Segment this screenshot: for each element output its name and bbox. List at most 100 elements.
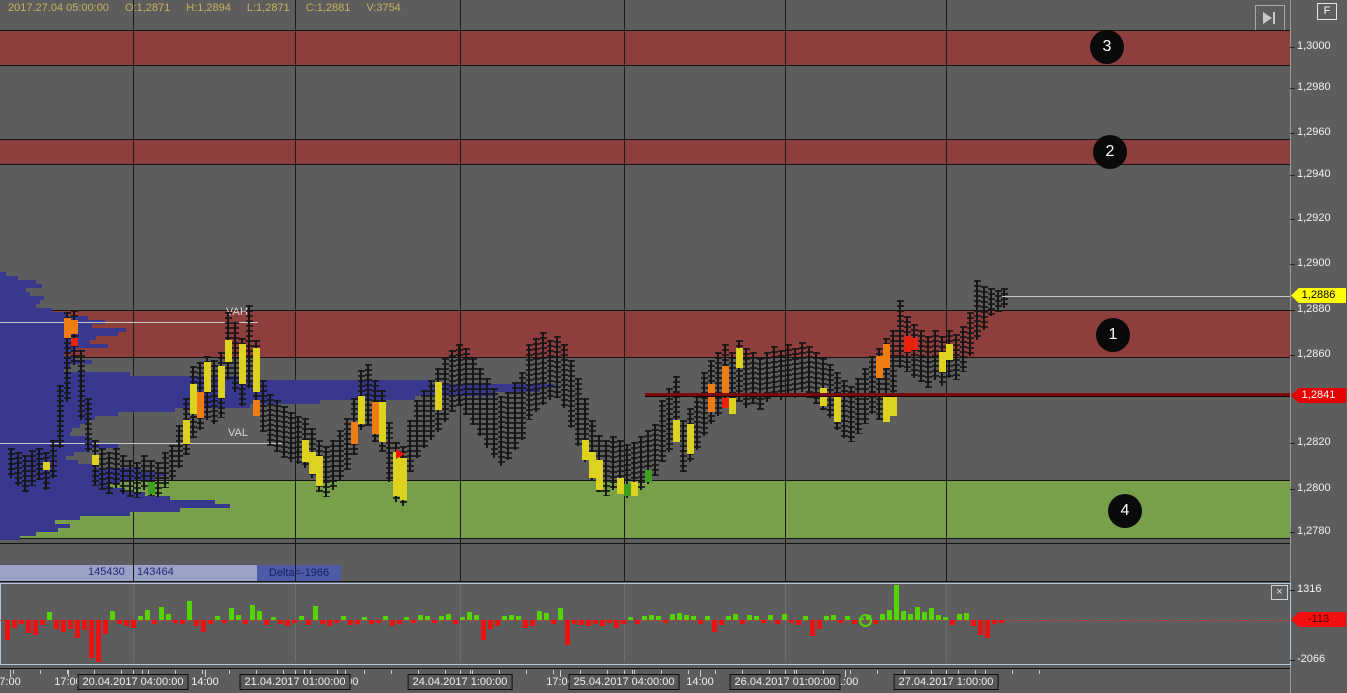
price-bar [715, 352, 722, 416]
price-bar [743, 348, 750, 408]
price-bar-spine [115, 448, 117, 488]
time-axis-major-tick [975, 670, 976, 677]
delta-bar [278, 620, 283, 624]
price-bar [519, 372, 526, 440]
price-bar [365, 364, 372, 426]
delta-bar [89, 620, 94, 658]
price-axis-tick [1290, 47, 1295, 48]
price-bar [92, 440, 99, 486]
time-axis-major-tick [700, 670, 701, 677]
price-bar [106, 452, 113, 494]
volume-profile-row [0, 316, 88, 320]
price-bar-spine [661, 400, 663, 462]
footprint-cell [302, 440, 309, 462]
price-bar [680, 420, 687, 472]
price-bar [701, 372, 708, 436]
price-bar [939, 336, 946, 386]
footprint-cell [589, 452, 596, 478]
price-bar [477, 368, 484, 436]
delta-bar [635, 620, 640, 624]
price-bar [813, 352, 820, 404]
price-bar-spine [339, 430, 341, 480]
time-axis-minor-tick [67, 670, 68, 674]
delta-bar [649, 615, 654, 620]
volume-profile-row [0, 296, 44, 300]
price-bar-spine [164, 452, 166, 488]
session-tick [460, 670, 461, 677]
session-tick [785, 670, 786, 677]
delta-bar [355, 620, 360, 624]
skip-to-end-button[interactable] [1255, 5, 1285, 32]
footprint-cell [673, 420, 680, 442]
time-axis-major-tick [845, 670, 846, 677]
price-bar-spine [479, 368, 481, 436]
price-bar-spine [535, 338, 537, 412]
price-bar [687, 408, 694, 462]
price-bar [330, 440, 337, 490]
price-bar [246, 305, 253, 388]
volume-profile-row [0, 472, 165, 476]
price-bar [232, 322, 239, 392]
delta-bar [194, 620, 199, 626]
price-bar [15, 452, 22, 486]
time-axis-minor-tick [877, 670, 878, 674]
session-volume-value: 143464 [137, 566, 174, 578]
delta-bar [789, 620, 794, 623]
volume-profile-row [0, 516, 80, 520]
price-bar-spine [213, 360, 215, 424]
delta-bar [894, 585, 899, 620]
delta-bar [404, 617, 409, 620]
price-bar [736, 340, 743, 402]
delta-bar [271, 617, 276, 620]
price-bar [183, 398, 190, 455]
price-bar-spine [17, 452, 19, 486]
delta-bar [642, 616, 647, 620]
grid-line-horizontal [0, 538, 1290, 539]
price-bar-spine [633, 442, 635, 496]
price-bar [897, 300, 904, 368]
delta-bar [698, 620, 703, 624]
price-bar-spine [885, 338, 887, 410]
delta-panel-close-icon[interactable]: × [1271, 585, 1288, 600]
level-price-tag: 1,2841 [1291, 388, 1346, 403]
price-bar-spine [619, 440, 621, 494]
price-axis[interactable] [1290, 0, 1347, 693]
footprint-cell [820, 388, 827, 406]
delta-bar [369, 620, 374, 624]
delta-bar [397, 620, 402, 624]
price-bar [834, 372, 841, 430]
delta-bar [516, 616, 521, 620]
price-bar-spine [605, 440, 607, 496]
price-bar [358, 370, 365, 430]
price-bar [309, 428, 316, 478]
delta-bar [47, 612, 52, 620]
delta-panel[interactable] [0, 583, 1291, 665]
price-bar-spine [388, 422, 390, 482]
delta-bar [607, 620, 612, 623]
volume-profile-row [0, 312, 68, 316]
price-bar-spine [458, 344, 460, 406]
price-bar-spine [157, 462, 159, 497]
footprint-cell [393, 452, 400, 496]
fullscreen-button[interactable]: F [1317, 3, 1337, 20]
price-bar [848, 386, 855, 442]
delta-bar [810, 620, 815, 636]
footprint-cell [722, 366, 729, 396]
delta-bar [873, 620, 878, 624]
delta-bar [537, 611, 542, 620]
price-axis-tick [1290, 443, 1295, 444]
delta-bar [117, 620, 122, 624]
price-axis-tick [1290, 264, 1295, 265]
footprint-cell [631, 482, 638, 496]
delta-bar [992, 620, 997, 624]
price-bar [1001, 288, 1008, 308]
price-bar [190, 366, 197, 438]
volume-profile-row [0, 272, 6, 276]
footprint-cell [253, 348, 260, 392]
delta-bar [110, 611, 115, 620]
delta-bar [943, 617, 948, 620]
volume-profile-row [0, 364, 70, 368]
footprint-cell [596, 460, 603, 490]
price-bar [722, 344, 729, 408]
price-axis-label: 1,2820 [1297, 436, 1331, 448]
